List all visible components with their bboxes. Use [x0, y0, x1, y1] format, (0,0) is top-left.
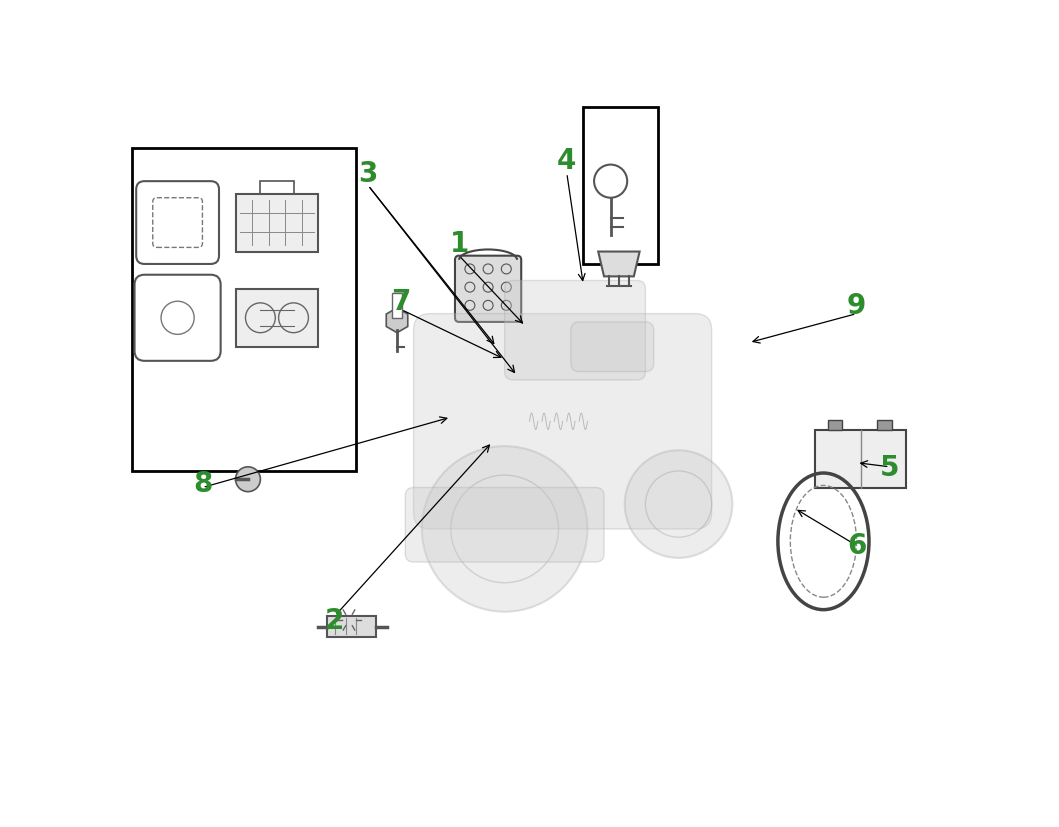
Text: 4: 4	[557, 147, 576, 175]
Circle shape	[625, 451, 733, 558]
FancyBboxPatch shape	[505, 281, 645, 380]
FancyBboxPatch shape	[455, 256, 521, 323]
Circle shape	[235, 467, 261, 492]
Text: 2: 2	[325, 606, 344, 634]
Bar	[815, 430, 907, 488]
Circle shape	[421, 447, 588, 612]
Bar	[877, 420, 892, 430]
Bar	[392, 294, 402, 318]
Bar	[827, 420, 843, 430]
Text: 3: 3	[358, 160, 378, 188]
Text: 7: 7	[392, 288, 411, 316]
Bar	[584, 108, 658, 265]
Bar	[235, 194, 319, 252]
Text: 1: 1	[449, 230, 469, 258]
FancyBboxPatch shape	[571, 323, 653, 372]
Polygon shape	[598, 252, 640, 277]
FancyBboxPatch shape	[406, 488, 604, 562]
Bar	[132, 149, 356, 471]
Polygon shape	[387, 308, 408, 333]
Bar	[326, 616, 376, 637]
FancyBboxPatch shape	[414, 314, 712, 529]
Bar	[261, 182, 293, 194]
Text: 8: 8	[193, 470, 212, 498]
Bar	[235, 289, 319, 347]
Text: 5: 5	[880, 453, 899, 481]
Text: 9: 9	[847, 292, 866, 320]
Text: 6: 6	[847, 532, 866, 560]
